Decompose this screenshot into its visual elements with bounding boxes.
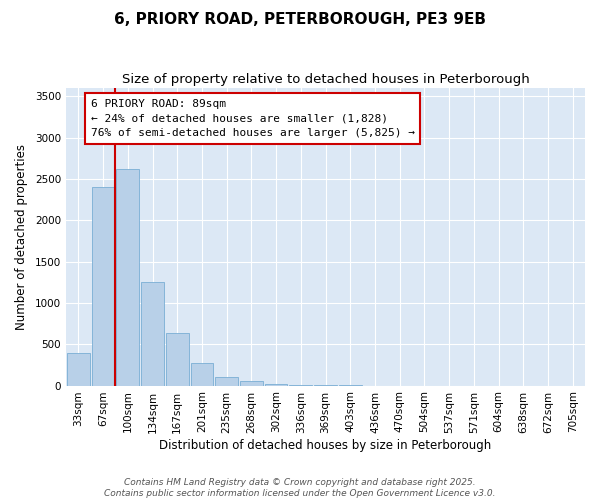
Bar [67, 354, 90, 386]
Bar [141, 282, 164, 386]
Bar [240, 381, 263, 386]
Y-axis label: Number of detached properties: Number of detached properties [15, 144, 28, 330]
Bar [191, 364, 214, 386]
Text: 6, PRIORY ROAD, PETERBOROUGH, PE3 9EB: 6, PRIORY ROAD, PETERBOROUGH, PE3 9EB [114, 12, 486, 28]
Text: Contains HM Land Registry data © Crown copyright and database right 2025.
Contai: Contains HM Land Registry data © Crown c… [104, 478, 496, 498]
Bar [166, 332, 188, 386]
Bar [92, 187, 115, 386]
X-axis label: Distribution of detached houses by size in Peterborough: Distribution of detached houses by size … [160, 440, 491, 452]
Text: 6 PRIORY ROAD: 89sqm
← 24% of detached houses are smaller (1,828)
76% of semi-de: 6 PRIORY ROAD: 89sqm ← 24% of detached h… [91, 99, 415, 138]
Title: Size of property relative to detached houses in Peterborough: Size of property relative to detached ho… [122, 72, 529, 86]
Bar [215, 377, 238, 386]
Bar [116, 169, 139, 386]
Bar [265, 384, 287, 386]
